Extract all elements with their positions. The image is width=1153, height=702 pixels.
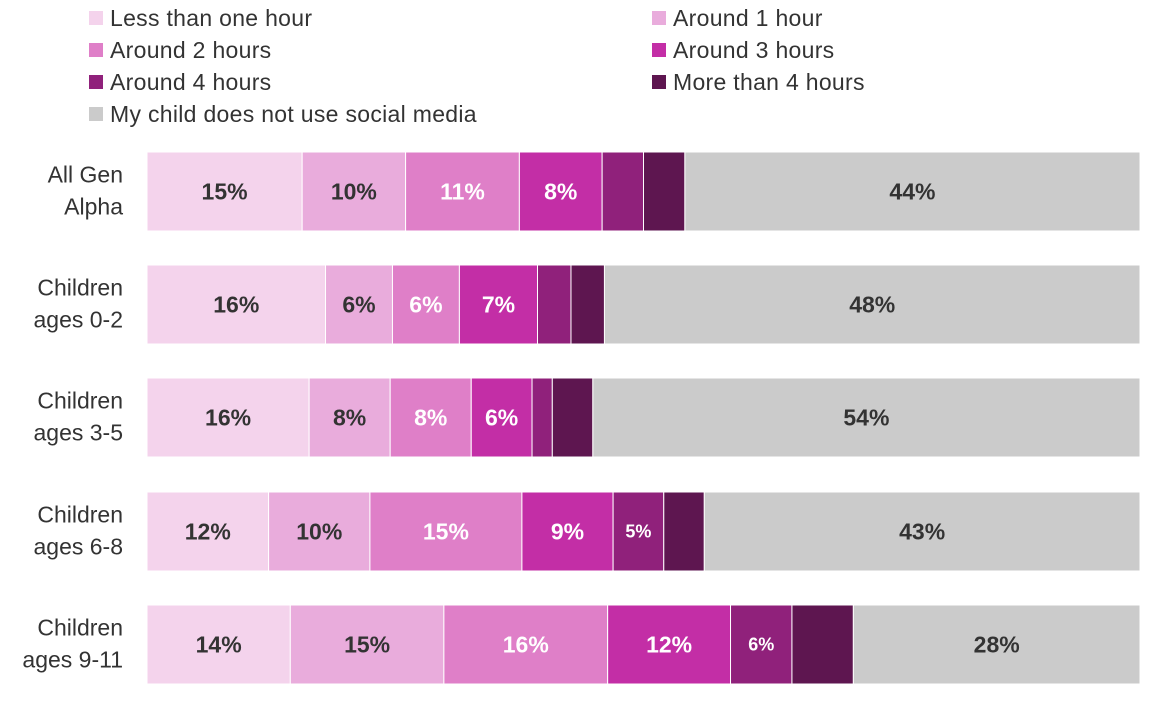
data-label: 15% — [202, 179, 248, 205]
bar-segment-around-3-hours — [521, 491, 614, 572]
data-label: 28% — [974, 632, 1020, 658]
legend-item-around-1-hour: Around 1 hour — [652, 5, 823, 31]
bar-segment-around-1-hour — [325, 264, 393, 345]
legend-swatch — [89, 43, 103, 57]
bar-segment-around-3-hours — [518, 151, 603, 232]
legend: Less than one hour Around 1 hour Around 2 … — [89, 5, 865, 127]
bar-row: 14% 15% 16% 12% 6% 28% — [146, 604, 1141, 685]
bar-segment-around-1-hour — [308, 377, 391, 458]
bar-segment-my-child-does-not-use-social-media — [603, 264, 1141, 345]
legend-item-around-4-hours: Around 4 hours — [89, 69, 271, 95]
legend-label: Around 2 hours — [110, 37, 271, 63]
bar-row: 16% 8% 8% 6% 54% — [146, 377, 1141, 458]
bar-segment-around-3-hours — [470, 377, 533, 458]
bar-segment-around-3-hours — [607, 604, 732, 685]
legend-label: More than 4 hours — [673, 69, 865, 95]
data-label: 7% — [482, 292, 515, 318]
data-label: 16% — [213, 292, 259, 318]
bar-segment-around-2-hours — [405, 151, 520, 232]
bar-segment-less-than-one-hour — [146, 151, 303, 232]
legend-item-my-child-does-not-use-social-media: My child does not use social media — [89, 101, 477, 127]
legend-swatch — [652, 43, 666, 57]
bar-segment-more-than-4-hours — [643, 151, 686, 232]
bar-segment-my-child-does-not-use-social-media — [703, 491, 1141, 572]
legend-swatch — [89, 75, 103, 89]
data-label: 12% — [646, 632, 692, 658]
bar-row: 16% 6% 6% 7% 48% — [146, 264, 1141, 345]
data-label: 54% — [843, 405, 889, 431]
bar-segment-around-4-hours — [531, 377, 553, 458]
bar-segment-more-than-4-hours — [663, 491, 705, 572]
category-label: Children ages 9-11 — [22, 615, 123, 673]
data-label: 43% — [899, 519, 945, 545]
category-label: Children ages 0-2 — [33, 275, 123, 333]
legend-label: Less than one hour — [110, 5, 312, 31]
bars: 15% 10% 11% 8% 44% 16% 6% 6% 7% 48% 16% 8% 8% 6% 54% 12… — [146, 151, 1141, 685]
legend-label: Around 3 hours — [673, 37, 834, 63]
data-label: 10% — [296, 519, 342, 545]
data-label: 12% — [185, 519, 231, 545]
data-label: 15% — [344, 632, 390, 658]
bar-row: 15% 10% 11% 8% 44% — [146, 151, 1141, 232]
data-label: 8% — [333, 405, 366, 431]
data-label: 9% — [551, 519, 584, 545]
data-label: 8% — [544, 179, 577, 205]
bar-segment-my-child-does-not-use-social-media — [852, 604, 1141, 685]
legend-label: Around 4 hours — [110, 69, 271, 95]
bar-segment-less-than-one-hour — [146, 264, 327, 345]
bar-segment-my-child-does-not-use-social-media — [592, 377, 1141, 458]
legend-label: My child does not use social media — [110, 101, 477, 127]
bar-segment-less-than-one-hour — [146, 604, 291, 685]
legend-swatch — [89, 107, 103, 121]
bar-segment-less-than-one-hour — [146, 491, 270, 572]
data-label: 6% — [409, 292, 442, 318]
bar-segment-around-2-hours — [389, 377, 472, 458]
legend-item-less-than-one-hour: Less than one hour — [89, 5, 312, 31]
bar-segment-more-than-4-hours — [570, 264, 605, 345]
legend-swatch — [89, 11, 103, 25]
data-label: 15% — [423, 519, 469, 545]
category-label: Children ages 3-5 — [33, 388, 123, 446]
legend-swatch — [652, 75, 666, 89]
legend-swatch — [652, 11, 666, 25]
data-label: 6% — [748, 635, 774, 655]
data-label: 5% — [625, 522, 651, 542]
bar-row: 12% 10% 15% 9% 5% 43% — [146, 491, 1141, 572]
data-label: 16% — [205, 405, 251, 431]
legend-item-around-2-hours: Around 2 hours — [89, 37, 271, 63]
data-label: 44% — [889, 179, 935, 205]
bar-segment-around-4-hours — [601, 151, 645, 232]
bar-segment-around-2-hours — [369, 491, 523, 572]
data-label: 48% — [849, 292, 895, 318]
legend-label: Around 1 hour — [673, 5, 823, 31]
category-labels: All Gen Alpha Children ages 0-2 Children ages… — [22, 162, 123, 673]
data-label: 16% — [503, 632, 549, 658]
bar-segment-more-than-4-hours — [551, 377, 594, 458]
category-label: Children ages 6-8 — [33, 502, 123, 560]
bar-segment-around-1-hour — [301, 151, 407, 232]
bar-segment-around-1-hour — [268, 491, 371, 572]
bar-segment-around-1-hour — [289, 604, 445, 685]
data-label: 11% — [440, 179, 485, 205]
bar-segment-around-2-hours — [391, 264, 460, 345]
bar-segment-my-child-does-not-use-social-media — [684, 151, 1141, 232]
data-label: 6% — [342, 292, 375, 318]
data-label: 8% — [414, 405, 447, 431]
bar-segment-around-4-hours — [612, 491, 665, 572]
category-label: All Gen Alpha — [48, 162, 124, 220]
legend-item-more-than-4-hours: More than 4 hours — [652, 69, 865, 95]
bar-segment-around-4-hours — [537, 264, 572, 345]
bar-segment-more-than-4-hours — [791, 604, 854, 685]
data-label: 6% — [485, 405, 518, 431]
data-label: 14% — [196, 632, 242, 658]
data-label: 10% — [331, 179, 377, 205]
bar-segment-around-3-hours — [458, 264, 538, 345]
legend-item-around-3-hours: Around 3 hours — [652, 37, 834, 63]
